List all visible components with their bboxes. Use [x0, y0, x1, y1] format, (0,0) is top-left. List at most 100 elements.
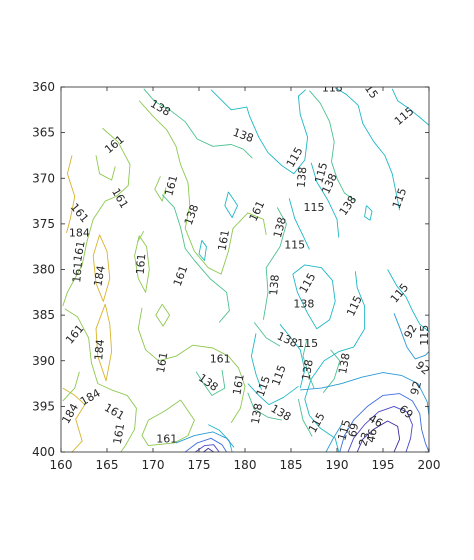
- contour-line-92: [300, 372, 429, 416]
- contour-label: 161: [162, 174, 180, 198]
- contour-label: 115: [322, 81, 343, 94]
- contour-line-184: [95, 304, 113, 382]
- axes-background: [61, 87, 429, 452]
- contour-line-115: [279, 324, 306, 389]
- contour-label: 184: [69, 227, 90, 240]
- contour-line-115: [391, 88, 429, 126]
- contour-label: 115: [284, 238, 305, 251]
- contour-label: 46: [366, 412, 385, 430]
- contour-line-115: [224, 191, 239, 218]
- contour-line-115: [310, 162, 340, 238]
- contour-line-161: [62, 371, 80, 402]
- contour-label: 138: [295, 166, 310, 188]
- contour-line-138: [195, 369, 226, 396]
- contour-label: 184: [91, 264, 107, 287]
- y-tick-label: 395: [32, 399, 55, 413]
- contour-label: 161: [216, 229, 232, 252]
- contour-label: 138: [293, 298, 314, 311]
- contour-label: 161: [70, 261, 85, 283]
- contour-line-69: [339, 393, 429, 452]
- contour-line-115: [334, 87, 401, 211]
- contour-line-161: [137, 230, 145, 243]
- contour-line-138: [247, 392, 282, 421]
- contour-label: 115: [335, 418, 353, 442]
- contour-label: 115: [304, 201, 325, 214]
- contour-line-46: [195, 444, 220, 452]
- contour-label: 161: [134, 253, 149, 275]
- contour-line-138: [302, 340, 315, 389]
- y-tick-label: 385: [32, 308, 55, 322]
- contour-line-161: [95, 155, 116, 181]
- x-tick-label: 190: [326, 458, 349, 472]
- contour-line-161: [62, 127, 131, 307]
- y-tick-label: 375: [32, 217, 55, 231]
- contour-line-92: [393, 313, 429, 360]
- contour-label: 161: [111, 422, 127, 445]
- contour-label: 161: [71, 240, 87, 263]
- contour-line-184: [92, 234, 111, 302]
- contour-line-138: [262, 207, 287, 320]
- contour-line-115: [198, 240, 207, 261]
- y-tick-label: 360: [32, 80, 55, 94]
- x-tick-label: 200: [418, 458, 441, 472]
- x-tick-label: 170: [142, 458, 165, 472]
- contour-label: 138: [299, 358, 315, 381]
- contour-label: 161: [210, 352, 231, 365]
- contour-line-138: [253, 322, 281, 347]
- contour-line-161: [137, 307, 246, 424]
- y-tick-label: 390: [32, 354, 55, 368]
- contour-label: 115: [312, 161, 330, 185]
- x-tick-label: 180: [234, 458, 257, 472]
- contour-line-138: [161, 194, 230, 323]
- contour-label: 69: [346, 422, 361, 438]
- contour-label: 184: [92, 339, 107, 361]
- contour-line-184: [66, 155, 76, 234]
- contour-label: 46: [364, 428, 379, 444]
- contour-line-115: [288, 198, 310, 250]
- contour-label: 23: [357, 431, 373, 448]
- contour-label: 161: [156, 433, 177, 446]
- contour-line-161: [155, 303, 171, 327]
- contour-line-161: [138, 100, 267, 275]
- x-tick-label: 185: [280, 458, 303, 472]
- contour-line-115: [292, 264, 336, 330]
- y-axis-ticks: 360 365 370 375 380 385 390 395 400: [32, 80, 429, 459]
- contour-label: 138: [271, 216, 289, 240]
- x-tick-label: 160: [50, 458, 73, 472]
- contour-label: 138: [267, 274, 282, 296]
- x-tick-label: 175: [188, 458, 211, 472]
- y-tick-label: 365: [32, 126, 55, 140]
- contour-line-138: [322, 349, 341, 393]
- contour-line-161: [154, 176, 167, 202]
- contour-line-92: [325, 424, 342, 452]
- contour-line-115: [210, 89, 309, 175]
- contour-line-161: [141, 399, 195, 447]
- y-tick-label: 380: [32, 263, 55, 277]
- x-tick-label: 165: [96, 458, 119, 472]
- x-tick-label: 195: [372, 458, 395, 472]
- contour-line-115: [247, 383, 299, 406]
- contour-label: 115: [297, 337, 318, 350]
- contour-line-161: [64, 308, 137, 452]
- contour-line-115: [387, 269, 429, 332]
- contour-line-92: [175, 431, 235, 448]
- contour-line-184: [62, 387, 86, 452]
- contour-label: 138: [336, 352, 352, 375]
- contour-label: 115: [418, 325, 431, 346]
- contour-line-115: [304, 271, 366, 452]
- y-tick-label: 370: [32, 171, 55, 185]
- contour-label: 92: [401, 322, 419, 341]
- contour-label: 138: [249, 402, 265, 425]
- contour-line-115: [250, 333, 263, 391]
- x-axis-ticks: 160 165 170 175 180 185 190 195 200: [50, 87, 441, 472]
- contour-line-69: [184, 437, 227, 452]
- contour-line-46: [347, 405, 413, 452]
- contour-line-138: [297, 399, 313, 437]
- contour-line-138: [143, 88, 253, 159]
- contour-line-23: [356, 420, 401, 452]
- contour-line-115: [364, 205, 373, 221]
- contour-lines: [62, 87, 429, 452]
- contour-label: 161: [154, 351, 170, 374]
- y-tick-label: 400: [32, 445, 55, 459]
- contour-line-138: [309, 90, 356, 202]
